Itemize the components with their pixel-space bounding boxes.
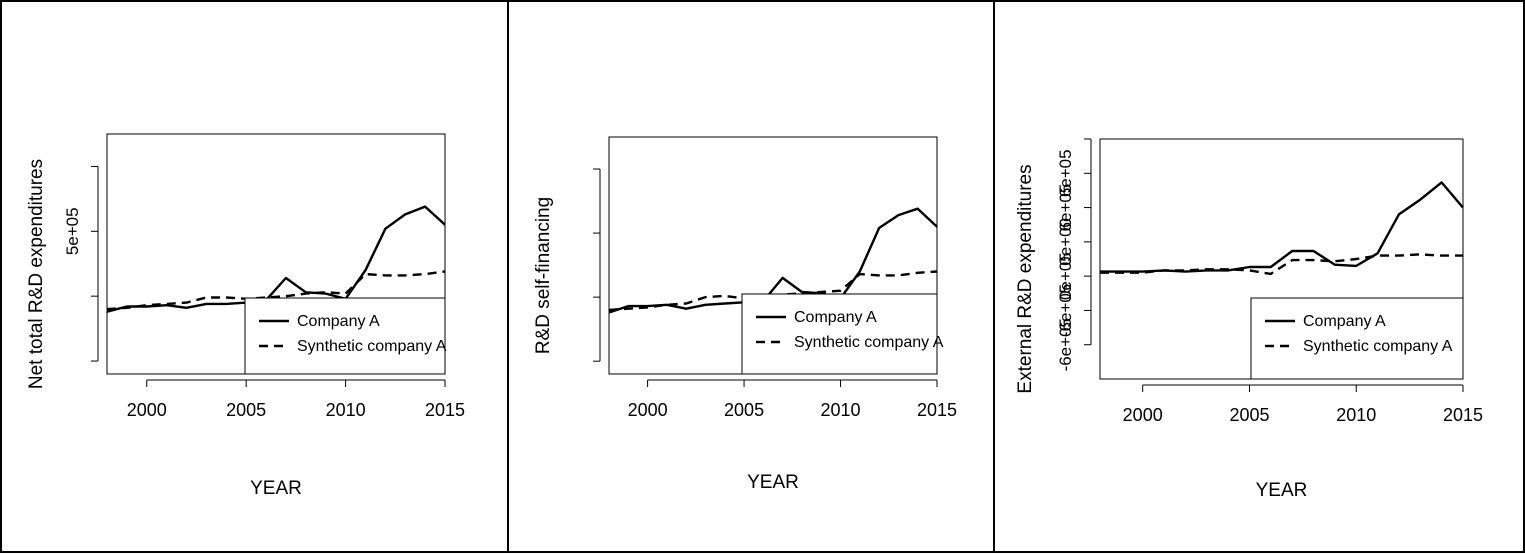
chart-external: 2000 2005 2010 2015-6e+05-6e+050e+050e+006e…	[1015, 138, 1483, 501]
x-tick-label: 2005	[724, 400, 764, 420]
panel-self-financing: 2000 2005 2010 2015 R&D self-financing YEAR Co…	[507, 0, 995, 553]
series-line-company	[106, 205, 446, 313]
x-axis-title: YEAR	[747, 472, 799, 493]
x-tick-label: 2000	[1123, 405, 1163, 425]
series-line-synthetic	[106, 270, 446, 311]
legend-box	[1250, 297, 1464, 380]
y-tick-label: 6e+05	[1056, 149, 1075, 197]
chart-net-total: 2000 2005 2010 2015 5e+05 Net total R&D expen…	[26, 133, 465, 499]
y-axis-title: External R&D expenditures	[1015, 164, 1036, 393]
series-line-synthetic	[1100, 253, 1463, 276]
series-line-company	[1100, 181, 1464, 273]
legend-label: Company A	[794, 309, 877, 326]
y-tick-label: 5e+05	[63, 207, 82, 255]
legend-box	[244, 297, 446, 375]
x-tick-label: 2005	[226, 400, 266, 420]
legend-label: Synthetic company A	[297, 338, 447, 355]
x-tick-label: 2015	[1443, 405, 1483, 425]
legend-label: Synthetic company A	[1303, 338, 1453, 355]
legend-box	[741, 293, 938, 375]
y-tick-label: -6e+05	[1056, 284, 1075, 337]
x-tick-label: 2000	[628, 400, 668, 420]
series-line-company	[608, 207, 938, 314]
chart-self-financing: 2000 2005 2010 2015 R&D self-financing YEAR Co…	[533, 136, 957, 493]
legend-label: Synthetic company A	[794, 334, 944, 351]
x-axis-title: YEAR	[1256, 480, 1308, 501]
x-tick-label: 2010	[821, 400, 861, 420]
x-tick-label: 2010	[326, 400, 366, 420]
y-axis-title: R&D self-financing	[533, 197, 554, 354]
panel-external: 2000 2005 2010 2015 -6e+05 -6e+05 0e+05 0e+00 6e…	[993, 0, 1525, 553]
y-tick-label: -6e+05	[1056, 318, 1075, 371]
x-tick-label: 2000	[127, 400, 167, 420]
y-tick-label: 0e+05	[1056, 252, 1075, 300]
x-tick-label: 2015	[425, 400, 465, 420]
x-tick-label: 2005	[1229, 405, 1269, 425]
x-axis-title: YEAR	[250, 478, 302, 499]
y-tick-label: 0e+00	[1056, 218, 1075, 266]
legend-label: Company A	[1303, 313, 1386, 330]
legend-label: Company A	[297, 313, 380, 330]
y-axis-title: Net total R&D expenditures	[26, 159, 47, 389]
x-tick-label: 2010	[1336, 405, 1376, 425]
panel-net-total: 2000 2005 2010 2015 5e+05 Net total R&D expen…	[0, 0, 509, 553]
x-tick-label: 2015	[917, 400, 957, 420]
y-tick-label: 6e+05	[1056, 184, 1075, 232]
